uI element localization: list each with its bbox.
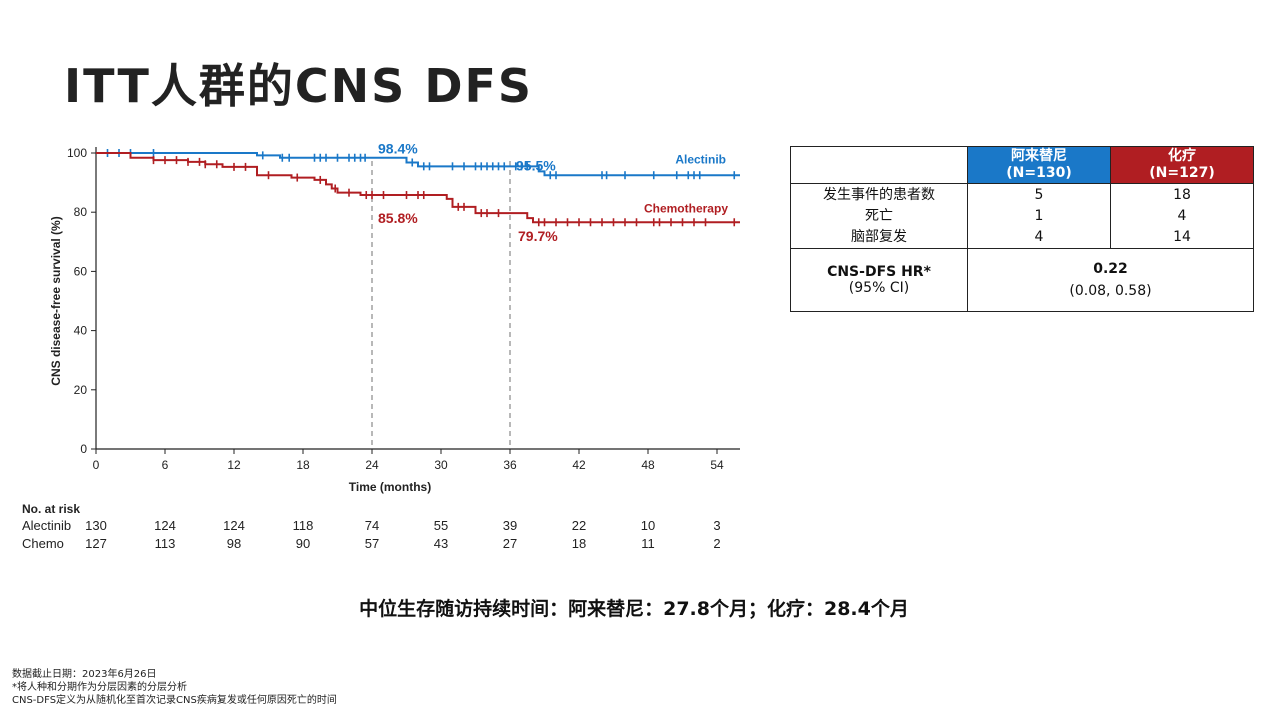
risk-value: 74 xyxy=(364,518,380,533)
risk-value: 124 xyxy=(223,518,245,533)
risk-table-header: No. at risk xyxy=(22,502,81,516)
risk-value: 11 xyxy=(641,536,655,551)
risk-value: 39 xyxy=(502,518,518,533)
risk-value: 43 xyxy=(433,536,449,551)
hr-value: 0.22 xyxy=(1093,261,1128,277)
y-tick-label: 100 xyxy=(67,146,87,160)
x-tick-label: 30 xyxy=(434,458,448,472)
annotation-label: 95.5% xyxy=(516,157,556,173)
km-curve-alectinib xyxy=(96,152,740,177)
series-label-alectinib: Alectinib xyxy=(675,153,726,167)
hr-label: CNS-DFS HR* xyxy=(827,264,931,280)
risk-value: 130 xyxy=(85,518,107,533)
cell-value: 5 xyxy=(1034,186,1044,203)
row-label: 脑部复发 xyxy=(851,228,907,245)
y-tick-label: 40 xyxy=(74,324,88,338)
header-alectinib-n: (N=130) xyxy=(1006,165,1072,181)
risk-value: 2 xyxy=(713,536,721,551)
hr-label-cell: CNS-DFS HR* (95% CI) xyxy=(790,248,968,312)
y-tick-label: 60 xyxy=(74,264,88,278)
x-tick-label: 24 xyxy=(365,458,379,472)
ci-value: (0.08, 0.58) xyxy=(1069,283,1152,299)
y-tick-label: 20 xyxy=(74,383,88,397)
footnote-definition: CNS-DFS定义为从随机化至首次记录CNS疾病复发或任何原因死亡的时间 xyxy=(12,695,337,706)
risk-value: 27 xyxy=(502,536,518,551)
hr-value-cell: 0.22 (0.08, 0.58) xyxy=(967,248,1254,312)
x-tick-label: 18 xyxy=(296,458,310,472)
footnotes: 数据截止日期：2023年6月26日 *将人种和分期作为分层因素的分层分析 CNS… xyxy=(12,668,337,707)
risk-value: 98 xyxy=(226,536,242,551)
risk-value: 90 xyxy=(295,536,311,551)
x-axis-label: Time (months) xyxy=(349,480,431,494)
risk-value: 124 xyxy=(154,518,176,533)
header-chemo-name: 化疗 xyxy=(1168,148,1196,164)
events-chemo: 18 4 14 xyxy=(1110,183,1254,249)
x-tick-label: 6 xyxy=(162,458,169,472)
annotation-label: 85.8% xyxy=(378,210,418,226)
risk-value: 3 xyxy=(713,518,721,533)
cell-value: 1 xyxy=(1034,207,1044,224)
y-tick-label: 80 xyxy=(74,205,88,219)
y-axis-label: CNS disease-free survival (%) xyxy=(49,216,63,385)
y-tick-label: 0 xyxy=(80,442,87,456)
risk-value: 10 xyxy=(640,518,656,533)
header-alectinib-name: 阿来替尼 xyxy=(1011,148,1067,164)
row-label: 发生事件的患者数 xyxy=(823,186,935,203)
x-tick-label: 36 xyxy=(503,458,517,472)
header-chemo: 化疗 (N=127) xyxy=(1110,146,1254,184)
risk-value: 127 xyxy=(85,536,107,551)
events-alectinib: 5 1 4 xyxy=(967,183,1111,249)
events-labels: 发生事件的患者数 死亡 脑部复发 xyxy=(790,183,968,249)
footnote-cutoff: 数据截止日期：2023年6月26日 xyxy=(12,669,157,680)
hr-table-corner xyxy=(790,146,968,184)
annotation-label: 98.4% xyxy=(378,141,418,157)
header-alectinib: 阿来替尼 (N=130) xyxy=(967,146,1111,184)
hr-table: 阿来替尼 (N=130) 化疗 (N=127) 发生事件的患者数 死亡 脑部复发… xyxy=(790,146,1254,312)
row-label: 死亡 xyxy=(865,207,893,224)
risk-value: 18 xyxy=(571,536,587,551)
series-label-chemotherapy: Chemotherapy xyxy=(644,201,728,215)
ci-label: (95% CI) xyxy=(848,280,910,296)
risk-value: 57 xyxy=(364,536,380,551)
x-tick-label: 42 xyxy=(572,458,586,472)
risk-value: 22 xyxy=(571,518,587,533)
follow-up-summary: 中位生存随访持续时间：阿来替尼：27.8个月；化疗：28.4个月 xyxy=(359,598,909,620)
risk-row-label: Alectinib xyxy=(22,518,72,533)
cell-value: 14 xyxy=(1173,228,1191,245)
footnote-stratified: *将人种和分期作为分层因素的分层分析 xyxy=(12,682,187,693)
risk-value: 118 xyxy=(292,518,314,533)
header-chemo-n: (N=127) xyxy=(1149,165,1215,181)
km-chart: 0 20 40 60 80 100 0 6 12 18 24 30 36 42 48 54 CNS diseas… xyxy=(49,141,740,494)
risk-row-label: Chemo xyxy=(22,536,64,551)
cell-value: 4 xyxy=(1034,228,1044,245)
annotation-label: 79.7% xyxy=(518,228,558,244)
risk-value: 113 xyxy=(154,536,176,551)
cell-value: 18 xyxy=(1173,186,1191,203)
x-tick-label: 0 xyxy=(93,458,100,472)
page-title: ITT人群的CNS DFS xyxy=(64,59,534,113)
x-tick-label: 48 xyxy=(641,458,655,472)
x-tick-label: 12 xyxy=(227,458,241,472)
cell-value: 4 xyxy=(1177,207,1187,224)
risk-value: 55 xyxy=(433,518,449,533)
x-tick-label: 54 xyxy=(710,458,724,472)
